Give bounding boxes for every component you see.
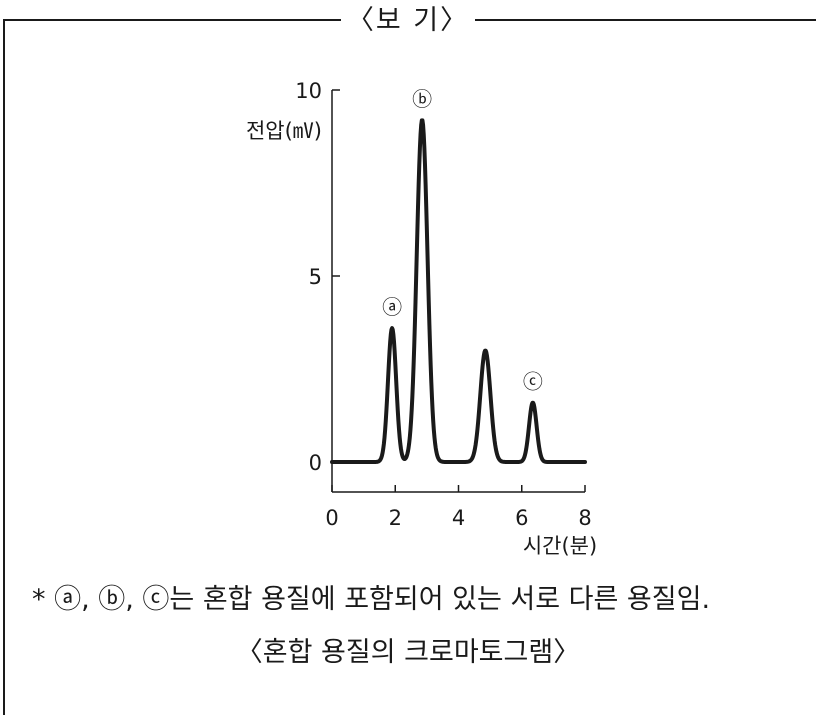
peak-labels: ⓐ ⓑ ⓒ (382, 87, 543, 394)
y-axis-label: 전압(㎷) (246, 119, 322, 143)
chart-caption: 〈혼합 용질의 크로마토그램〉 (235, 637, 581, 668)
x-tick-label: 6 (515, 506, 528, 530)
peak-label: ⓒ (523, 369, 543, 393)
peak-label: ⓑ (412, 87, 432, 111)
x-tick-label: 0 (325, 506, 338, 530)
note-text: * ⓐ, ⓑ, ⓒ는 혼합 용질에 포함되어 있는 서로 다른 용질임. (32, 584, 711, 615)
x-axis-label: 시간(분) (523, 534, 597, 558)
x-tick-label: 2 (389, 506, 402, 530)
bogi-title: 〈보 기〉 (0, 4, 816, 38)
peak-label: ⓐ (382, 295, 402, 319)
chart-ticks: 0 5 10 0 2 4 6 8 (295, 79, 591, 530)
chart-axes (331, 90, 585, 493)
signal-line (330, 118, 587, 464)
y-tick-label: 0 (309, 451, 322, 475)
y-tick-label: 5 (309, 265, 322, 289)
y-tick-label: 10 (295, 79, 322, 103)
x-tick-label: 8 (578, 506, 591, 530)
x-tick-label: 4 (452, 506, 465, 530)
